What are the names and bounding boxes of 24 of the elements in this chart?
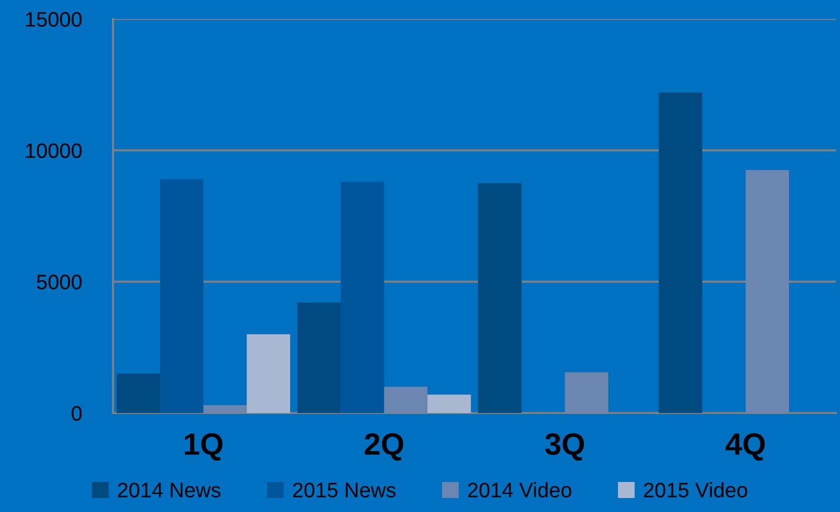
y-tick-label: 15000 <box>26 12 82 27</box>
x-tick-label: 3Q <box>545 433 584 461</box>
bar <box>746 170 790 413</box>
bar <box>428 394 471 413</box>
bar <box>384 386 428 413</box>
x-tick-label: 4Q <box>726 433 765 461</box>
bar <box>203 405 247 413</box>
legend-label: 2015 Video <box>644 482 748 498</box>
y-tick-label: 5000 <box>36 274 82 290</box>
legend-label: 2014 News <box>118 482 220 498</box>
x-tick-label: 2Q <box>364 433 404 461</box>
bar <box>297 302 341 413</box>
bar <box>564 372 608 413</box>
bar <box>160 179 204 413</box>
bar <box>116 374 160 413</box>
bar <box>658 92 702 413</box>
y-tick-label: 10000 <box>26 143 82 158</box>
legend-label: 2014 Video <box>468 482 572 498</box>
x-tick-label: 1Q <box>184 433 222 461</box>
bar <box>246 334 290 413</box>
bar <box>340 182 384 413</box>
y-tick-label: 0 <box>72 406 82 421</box>
legend-label: 2015 News <box>293 482 396 498</box>
bar <box>478 183 522 413</box>
